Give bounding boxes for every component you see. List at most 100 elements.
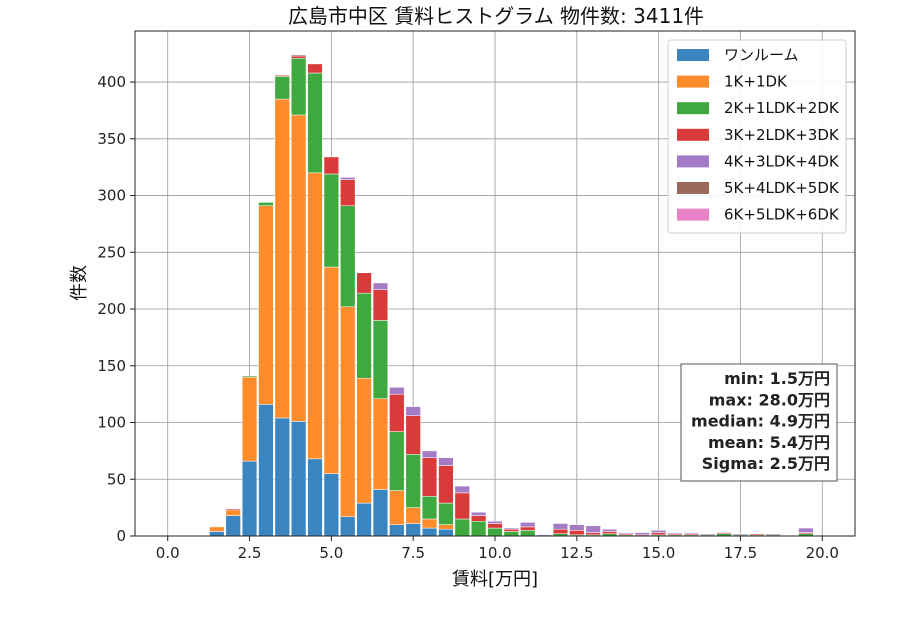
y-tick-label-2: 100: [97, 414, 126, 432]
bar-segment-3-6: [307, 63, 323, 74]
bar-segment-3-17: [487, 523, 503, 529]
bar-segment-1-0: [209, 526, 225, 532]
y-tick-label-8: 400: [97, 73, 126, 91]
bar-segment-0-9: [356, 502, 372, 537]
bar-segment-1-8: [340, 306, 356, 517]
x-tick-label-1: 2.5: [238, 544, 262, 562]
bar-segment-4-13: [421, 450, 438, 458]
bar-segment-4-24: [601, 528, 618, 532]
x-tick-label-0: 0.0: [156, 544, 180, 562]
x-tick-label-8: 20.0: [806, 544, 839, 562]
stats-line-4: Sigma: 2.5万円: [702, 454, 830, 473]
bar-segment-1-1: [225, 509, 241, 516]
legend-label-4: 4K+3LDK+4DK: [724, 152, 840, 170]
bar-segment-3-19: [520, 526, 536, 531]
bar-segment-1-10: [372, 398, 389, 490]
bar-segment-3-13: [421, 457, 438, 497]
legend-swatch-1: [677, 75, 709, 88]
legend-label-6: 6K+5LDK+6DK: [724, 206, 840, 224]
legend: ワンルーム 1K+1DK 2K+1LDK+2DK 3K+2LDK+3DK 4K+3LDK…: [667, 39, 847, 234]
bar-segment-0-13: [421, 527, 438, 537]
bars-group: [209, 54, 814, 537]
bar-segment-2-15: [454, 518, 470, 537]
bar-segment-0-1: [225, 515, 241, 537]
bar-segment-3-12: [405, 415, 421, 455]
stats-line-3: mean: 5.4万円: [708, 433, 830, 452]
stats-box: min: 1.5万円 max: 28.0万円 median: 4.9万円 mean: …: [680, 363, 838, 482]
legend-swatch-2: [677, 102, 709, 115]
bar-segment-0-0: [209, 531, 225, 537]
legend-swatch-3: [677, 128, 709, 141]
bar-segment-1-12: [405, 507, 421, 524]
bar-segment-4-19: [520, 522, 536, 528]
x-tick-label-6: 15.0: [642, 544, 675, 562]
bar-segment-0-12: [405, 523, 421, 537]
y-tick-label-6: 300: [97, 187, 126, 205]
bar-segment-3-8: [340, 179, 356, 207]
x-axis-ticks: 0.0 2.5 5.0 7.5 10.0 12.5 15.0 17.5 20.0: [156, 536, 839, 562]
y-tick-label-0: 0: [116, 527, 126, 545]
bar-segment-0-4: [274, 417, 290, 537]
legend-label-5: 5K+4LDK+5DK: [724, 179, 840, 197]
bar-segment-2-12: [405, 454, 421, 508]
bar-segment-4-26: [634, 532, 650, 536]
bar-segment-2-11: [389, 431, 405, 491]
bar-segment-4-18: [503, 527, 519, 530]
bar-segment-4-11: [389, 387, 405, 395]
bar-segment-4-29: [683, 532, 699, 534]
bar-segment-1-3: [258, 205, 274, 405]
legend-swatch-6: [677, 208, 709, 221]
bar-segment-4-22: [569, 524, 585, 531]
bar-segment-2-3: [258, 202, 274, 207]
bar-segment-0-3: [258, 404, 274, 537]
bar-segment-2-7: [323, 173, 339, 268]
bar-segment-0-10: [372, 489, 389, 537]
bar-segment-2-18: [503, 531, 519, 537]
bar-segment-3-1: [225, 508, 241, 511]
legend-label-1: 1K+1DK: [724, 73, 788, 91]
y-tick-label-3: 150: [97, 357, 126, 375]
stats-line-2: median: 4.9万円: [691, 412, 830, 431]
bar-segment-4-10: [372, 282, 389, 290]
bar-segment-3-11: [389, 393, 405, 432]
x-tick-label-7: 17.5: [724, 544, 757, 562]
legend-label-3: 3K+2LDK+3DK: [724, 126, 840, 144]
bar-segment-0-14: [438, 528, 454, 537]
bar-segment-4-23: [585, 525, 601, 533]
stats-box-border: [680, 363, 838, 482]
bar-segment-4-25: [618, 532, 634, 534]
bar-segment-3-33: [749, 533, 765, 536]
bar-segment-4-28: [667, 532, 683, 534]
bar-segment-4-30: [700, 533, 716, 536]
bar-segment-1-4: [274, 98, 290, 419]
bar-segment-0-6: [307, 458, 323, 537]
legend-label-2: 2K+1LDK+2DK: [724, 99, 840, 117]
x-tick-label-2: 5.0: [319, 544, 343, 562]
bar-segment-3-7: [323, 156, 339, 175]
bar-segment-4-17: [487, 520, 503, 524]
x-axis-label: 賃料[万円]: [452, 569, 538, 590]
bar-segment-1-13: [421, 518, 438, 529]
bar-segment-2-5: [291, 57, 307, 116]
chart-title: 広島市中区 賃料ヒストグラム 物件数: 3411件: [288, 4, 704, 28]
bar-segment-2-19: [520, 530, 536, 537]
bar-segment-3-14: [438, 465, 454, 504]
bar-segment-4-14: [438, 457, 454, 466]
bar-segment-1-9: [356, 378, 372, 504]
bar-segment-4-12: [405, 406, 421, 416]
bar-segment-3-31: [716, 532, 732, 534]
legend-label-0: ワンルーム: [724, 46, 799, 64]
bar-segment-0-5: [291, 421, 307, 537]
y-tick-label-7: 350: [97, 130, 126, 148]
bar-segment-2-13: [421, 496, 438, 520]
bar-segment-1-2: [241, 376, 258, 462]
bar-segment-4-27: [651, 530, 667, 533]
legend-swatch-4: [677, 155, 709, 168]
legend-swatch-0: [677, 49, 709, 61]
bar-segment-3-21: [552, 528, 569, 534]
x-tick-label-3: 7.5: [401, 544, 425, 562]
bar-segment-4-32: [732, 533, 749, 536]
bar-segment-3-5: [291, 55, 307, 59]
bar-segment-1-11: [389, 490, 405, 525]
bar-segment-2-16: [471, 520, 487, 537]
